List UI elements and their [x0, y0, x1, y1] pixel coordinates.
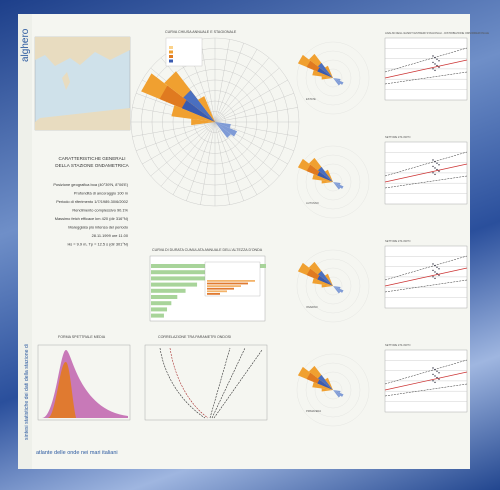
- info-line: Periodo di riferimento 1/7/1989-30/6/200…: [56, 199, 128, 204]
- station-name: alghero: [20, 28, 31, 62]
- point: [434, 265, 435, 266]
- point: [438, 60, 439, 61]
- point: [434, 70, 435, 71]
- point: [436, 163, 437, 164]
- point: [438, 372, 439, 373]
- season-label: AUTUNNO: [306, 201, 319, 205]
- info-line: Massimo fetch efficace km 420 (dir 316°N…: [55, 216, 129, 221]
- point: [432, 68, 433, 69]
- point: [438, 275, 439, 276]
- panel-title: CORRELAZIONE TRA PARAMETRI ONDOSI: [158, 335, 231, 339]
- page-scan: alghero sintesi statistiche dei dati del…: [0, 0, 500, 490]
- legend-swatch: [169, 46, 173, 49]
- point: [432, 159, 433, 160]
- info-line: Profondità di ancoraggio 100 m: [74, 191, 128, 196]
- inset-bar: [207, 293, 220, 295]
- info-title: CARATTERISTICHE GENERALI: [58, 156, 125, 161]
- point: [436, 371, 437, 372]
- info-line: Hs = 9.9 m, Tp = 12.5 s (dir 301°N): [67, 242, 128, 247]
- point: [432, 172, 433, 173]
- point: [432, 380, 433, 381]
- extreme-title: SETTORE 270-330°N: [385, 343, 410, 347]
- extreme-title: SETTORE 270-330°N: [385, 135, 410, 139]
- point: [438, 171, 439, 172]
- duration-bar: [151, 276, 213, 280]
- page: {"header": {"station": "alghero", "side_…: [0, 0, 500, 490]
- point: [438, 379, 439, 380]
- point: [436, 267, 437, 268]
- legend-swatch: [169, 51, 173, 54]
- inset-bar: [207, 290, 227, 292]
- point: [438, 67, 439, 68]
- point: [432, 367, 433, 368]
- panel-title: CURVA CHIUSA ANNUALE E STAGIONALE: [165, 30, 237, 34]
- panel-title: FORMA SPETTRALE MEDIA: [58, 335, 106, 339]
- extreme-title: SETTORE 270-330°N: [385, 239, 410, 243]
- inset-bar: [207, 280, 255, 282]
- season-label: ESTATE: [306, 97, 316, 101]
- point: [434, 57, 435, 58]
- point: [436, 377, 437, 378]
- point: [436, 59, 437, 60]
- point: [438, 268, 439, 269]
- point: [434, 161, 435, 162]
- legend-swatch: [169, 60, 173, 63]
- info-line: 28.11.1999 ore 11.00: [92, 233, 129, 238]
- point: [432, 62, 433, 63]
- legend-swatch: [169, 55, 173, 58]
- season-label: PRIMAVERA: [306, 409, 321, 413]
- info-line: Mareggiata più intensa del periodo: [68, 225, 128, 230]
- point: [436, 169, 437, 170]
- point: [436, 65, 437, 66]
- side-note: sintesi statistiche dei dati della stazi…: [24, 344, 30, 440]
- point: [432, 276, 433, 277]
- info-line: Posizione geografica boa (40°39'N, 8°06'…: [53, 182, 128, 187]
- point: [432, 374, 433, 375]
- duration-bar: [151, 307, 167, 311]
- duration-bar: [151, 289, 186, 293]
- inset-bar: [207, 283, 248, 285]
- duration-chart: [150, 256, 266, 321]
- point: [434, 382, 435, 383]
- inset-bar: [207, 285, 241, 287]
- point: [432, 270, 433, 271]
- duration-bar: [151, 314, 164, 318]
- footer: atlante delle onde nei mari italiani: [36, 450, 118, 456]
- inset-bar: [207, 288, 234, 290]
- point: [434, 369, 435, 370]
- point: [432, 166, 433, 167]
- info-title: DELLA STAZIONE ONDAMETRICA: [55, 163, 129, 168]
- point: [434, 167, 435, 168]
- point: [432, 55, 433, 56]
- duration-bar: [151, 295, 177, 299]
- duration-bar: [151, 283, 197, 287]
- point: [434, 375, 435, 376]
- point: [436, 273, 437, 274]
- point: [432, 263, 433, 264]
- point: [434, 278, 435, 279]
- season-label: INVERNO: [306, 305, 318, 309]
- panel-title: CURVA DI DURATA CUMULATA ANNUALE DELL'AL…: [152, 248, 263, 252]
- point: [438, 164, 439, 165]
- extreme-title: ANALISI DEGLI EVENTI ESTREMI STAGIONALI …: [385, 31, 489, 35]
- duration-bar: [151, 301, 171, 305]
- info-line: Rendimento complessivo 90.1%: [72, 208, 128, 213]
- point: [434, 174, 435, 175]
- point: [434, 63, 435, 64]
- point: [434, 271, 435, 272]
